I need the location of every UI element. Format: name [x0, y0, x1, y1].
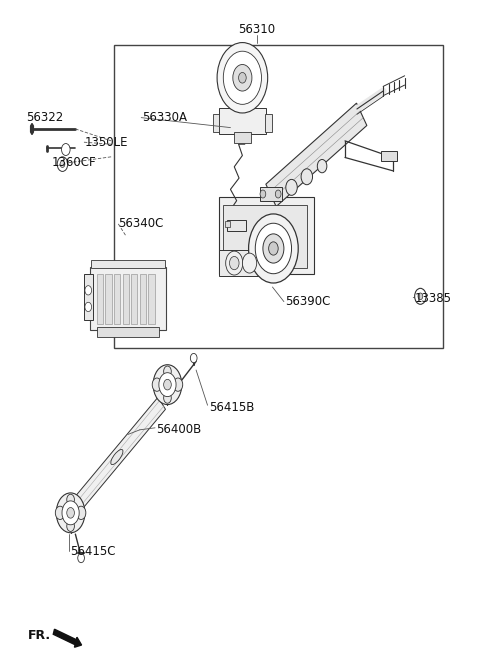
Bar [381, 151, 397, 161]
Circle shape [191, 354, 197, 363]
Circle shape [226, 251, 243, 275]
Circle shape [301, 169, 312, 185]
Text: 56400B: 56400B [156, 424, 202, 436]
Circle shape [242, 253, 257, 273]
Circle shape [269, 242, 278, 255]
Circle shape [418, 293, 423, 299]
Text: FR.: FR. [28, 628, 51, 642]
Polygon shape [68, 398, 166, 517]
Bar [227, 220, 246, 231]
Bar [114, 45, 443, 348]
Text: 56310: 56310 [238, 23, 275, 36]
FancyArrow shape [53, 629, 82, 647]
Bar [114, 273, 120, 323]
Text: 56415B: 56415B [209, 402, 254, 414]
Bar [140, 273, 146, 323]
Polygon shape [266, 103, 367, 207]
Circle shape [153, 365, 182, 405]
Text: 56330A: 56330A [142, 111, 187, 124]
Bar [223, 205, 307, 268]
Text: 56415C: 56415C [71, 545, 116, 558]
Circle shape [164, 393, 171, 404]
Bar [106, 273, 112, 323]
Bar [91, 260, 165, 268]
Circle shape [56, 493, 85, 533]
Circle shape [223, 51, 262, 104]
Circle shape [60, 161, 65, 167]
Text: 1350LE: 1350LE [85, 135, 129, 149]
Bar [97, 327, 159, 337]
Text: 56390C: 56390C [285, 295, 331, 308]
Circle shape [260, 190, 266, 198]
Bar [218, 197, 314, 273]
Circle shape [57, 157, 68, 171]
Circle shape [78, 554, 84, 563]
Bar [131, 273, 137, 323]
Circle shape [263, 234, 284, 263]
Text: 13385: 13385 [414, 291, 451, 305]
Circle shape [249, 214, 298, 283]
Bar [234, 132, 251, 143]
Circle shape [233, 65, 252, 91]
Circle shape [55, 506, 65, 520]
Bar [213, 113, 219, 132]
Circle shape [67, 494, 74, 505]
Circle shape [159, 373, 176, 397]
Text: 56322: 56322 [26, 111, 63, 124]
Bar [90, 267, 166, 330]
Circle shape [85, 285, 92, 295]
Circle shape [164, 366, 171, 377]
Ellipse shape [111, 450, 123, 465]
Bar [97, 273, 103, 323]
Bar [122, 273, 129, 323]
Circle shape [286, 179, 297, 195]
Circle shape [61, 143, 70, 155]
Bar [148, 273, 155, 323]
Bar [84, 273, 93, 320]
Circle shape [217, 43, 268, 113]
Bar [218, 107, 266, 134]
Circle shape [67, 508, 74, 518]
Circle shape [76, 506, 86, 520]
Circle shape [317, 159, 327, 173]
Circle shape [152, 378, 162, 392]
Bar [218, 250, 276, 276]
Text: 1360CF: 1360CF [51, 156, 96, 169]
Circle shape [255, 223, 291, 273]
Bar [265, 113, 272, 132]
Circle shape [173, 378, 183, 392]
Circle shape [67, 521, 74, 532]
Circle shape [415, 288, 426, 304]
Circle shape [239, 73, 246, 83]
Text: 56340C: 56340C [118, 217, 164, 230]
Circle shape [164, 380, 171, 390]
Bar [260, 187, 281, 201]
Circle shape [85, 302, 92, 311]
Circle shape [229, 256, 239, 269]
Bar [225, 221, 230, 227]
Circle shape [62, 501, 79, 525]
Circle shape [276, 190, 281, 198]
